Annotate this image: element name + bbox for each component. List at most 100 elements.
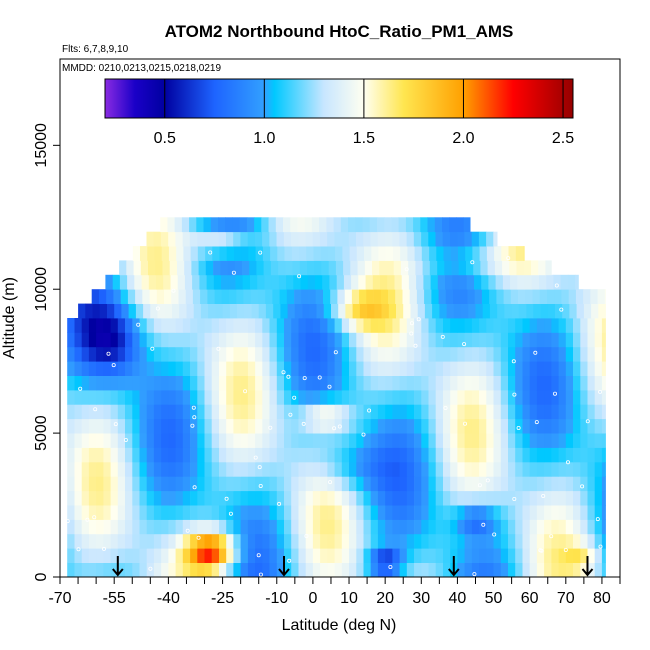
sample-dot [595, 517, 600, 522]
heatmap-cell [211, 447, 220, 463]
heatmap-cell [226, 490, 234, 506]
heatmap-cell [262, 389, 270, 405]
heatmap-cell [291, 404, 299, 420]
heatmap-cell [580, 418, 588, 434]
heatmap-cell [283, 217, 291, 233]
heatmap-cell [196, 217, 204, 233]
heatmap-cell [103, 461, 111, 477]
heatmap-cell [96, 548, 104, 563]
heatmap-cell [247, 519, 256, 535]
heatmap-cell [363, 490, 372, 506]
heatmap-cell [406, 375, 415, 391]
heatmap-cell [88, 505, 97, 520]
heatmap-cell [443, 418, 451, 434]
heatmap-cell [388, 289, 396, 304]
heatmap-cell [522, 476, 531, 492]
heatmap-cell [219, 490, 227, 506]
colorbar-tick-label: 1.5 [353, 130, 375, 147]
heatmap-cell [297, 217, 306, 233]
heatmap-cell [525, 289, 533, 304]
heatmap-cell [435, 332, 444, 348]
heatmap-cell [211, 476, 220, 492]
heatmap-cell [457, 346, 465, 362]
sample-dot [228, 511, 233, 516]
heatmap-cell [437, 260, 445, 276]
heatmap-cell [161, 562, 169, 578]
heatmap-cell [269, 505, 278, 520]
heatmap-cell [363, 231, 371, 247]
heatmap-cell [74, 548, 83, 563]
heatmap-cell [458, 246, 466, 261]
sample-dot [288, 412, 293, 417]
heatmap-cell [161, 505, 169, 520]
heatmap-cell [464, 519, 473, 535]
heatmap-cell [284, 505, 292, 520]
heatmap-cell [435, 231, 444, 247]
heatmap-cell [359, 303, 368, 319]
heatmap-cell [500, 476, 509, 492]
heatmap-cell [153, 375, 162, 391]
heatmap-cell [471, 562, 480, 578]
heatmap-cell [544, 433, 552, 448]
heatmap-cell [567, 274, 576, 290]
heatmap-cell [81, 548, 90, 563]
heatmap-cell [385, 418, 393, 434]
heatmap-cell [500, 433, 509, 448]
heatmap-cell [312, 231, 321, 247]
heatmap-cell [594, 346, 603, 362]
sample-dot [388, 565, 393, 570]
heatmap-cell [486, 447, 494, 463]
heatmap-cell [255, 418, 263, 434]
heatmap-cell [565, 389, 574, 405]
sample-dot [113, 422, 118, 427]
heatmap-cell [168, 332, 176, 348]
heatmap-cell [190, 447, 198, 463]
heatmap-cell [529, 332, 538, 348]
heatmap-cell [320, 533, 328, 549]
heatmap-cell [601, 404, 606, 420]
heatmap-cell [481, 274, 489, 290]
heatmap-cell [243, 289, 252, 304]
heatmap-cell [132, 476, 140, 492]
heatmap-cell [305, 505, 314, 520]
heatmap-cell [457, 490, 465, 506]
heatmap-cell [392, 346, 400, 362]
heatmap-cell [526, 303, 534, 319]
heatmap-cell [486, 505, 494, 520]
heatmap-cell [88, 361, 97, 376]
heatmap-cell [74, 332, 83, 348]
heatmap-cell [580, 519, 588, 535]
heatmap-cell [204, 461, 213, 477]
heatmap-cell [134, 274, 142, 290]
heatmap-cell [305, 519, 314, 535]
heatmap-cell [211, 533, 220, 549]
heatmap-cell [284, 476, 292, 492]
heatmap-cell [435, 361, 444, 376]
heatmap-cell [163, 274, 171, 290]
heatmap-cell [96, 332, 104, 348]
heatmap-cell [422, 260, 431, 276]
heatmap-cell [515, 246, 524, 261]
colorbar-tick-label: 1.0 [253, 130, 275, 147]
heatmap-cell [153, 346, 162, 362]
heatmap-cell [185, 289, 194, 304]
heatmap-cell [515, 447, 523, 463]
heatmap-cell [244, 303, 252, 319]
heatmap-cell [96, 404, 104, 420]
heatmap-cell [96, 505, 104, 520]
heatmap-cell [132, 548, 140, 563]
heatmap-cell [175, 548, 184, 563]
heatmap-cell [161, 490, 169, 506]
heatmap-cell [125, 346, 133, 362]
heatmap-cell [254, 231, 263, 247]
heatmap-cell [443, 490, 451, 506]
heatmap-cell [392, 246, 401, 261]
heatmap-cell [113, 289, 121, 304]
heatmap-cell [395, 289, 403, 304]
heatmap-cell [461, 303, 469, 319]
heatmap-cell [471, 433, 480, 448]
sample-dot [328, 480, 333, 485]
sample-dot [485, 478, 490, 483]
heatmap-cell [240, 404, 249, 420]
heatmap-cell [312, 533, 321, 549]
